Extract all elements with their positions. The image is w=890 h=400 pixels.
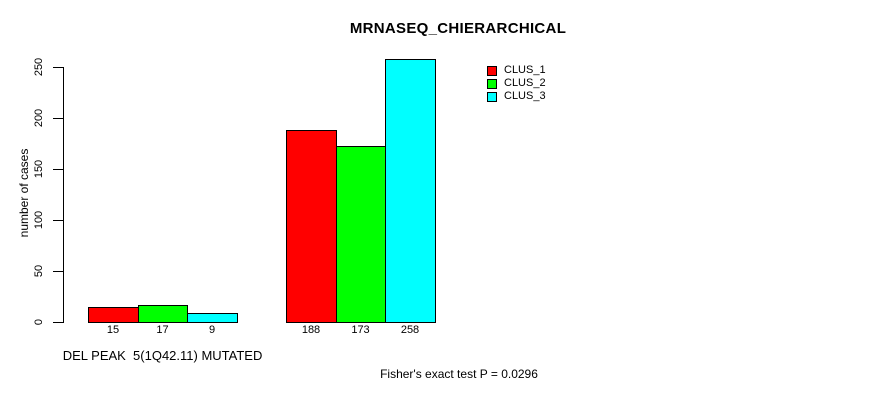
bar-value-label: 9: [208, 324, 216, 336]
legend-item: CLUS_2: [487, 77, 546, 90]
y-axis-tick: [53, 322, 63, 323]
legend-swatch-clus_3: [487, 91, 497, 102]
y-tick-label: 100: [33, 210, 45, 230]
legend-label: CLUS_3: [504, 90, 546, 102]
y-axis-tick: [53, 220, 63, 221]
footnote-fishers-test: Fisher's exact test P = 0.0296: [380, 367, 538, 381]
legend-swatch-clus_2: [487, 78, 497, 89]
y-axis-tick: [53, 169, 63, 170]
bar-value-label: 17: [156, 324, 169, 336]
legend-label: CLUS_2: [504, 77, 546, 89]
bar-value-label: 188: [301, 324, 321, 336]
bar-value-label: 258: [400, 324, 420, 336]
y-tick-label: 50: [33, 264, 45, 278]
y-axis-tick: [53, 118, 63, 119]
y-axis-tick: [53, 271, 63, 272]
bar-clus_2: [336, 146, 386, 323]
y-tick-label: 150: [33, 159, 45, 179]
y-axis-line: [63, 67, 64, 323]
y-tick-label: 0: [33, 318, 45, 326]
y-tick-label: 200: [33, 108, 45, 128]
legend: CLUS_1 CLUS_2 CLUS_3: [487, 64, 546, 103]
bar-clus_1: [286, 130, 337, 323]
y-tick-label: 250: [33, 57, 45, 77]
bar-value-label: 15: [106, 324, 120, 336]
legend-item: CLUS_3: [487, 90, 546, 103]
bar-clus_3: [385, 59, 436, 323]
bar-value-label: 173: [351, 324, 370, 336]
chart-title: MRNASEQ_CHIERARCHICAL: [349, 20, 567, 37]
bar-clus_3: [187, 313, 238, 323]
bar-clus_2: [138, 305, 188, 323]
x-group-label: DEL PEAK 5(1Q42.11) MUTATED: [62, 348, 263, 363]
legend-swatch-clus_1: [487, 65, 497, 76]
y-axis-tick: [53, 67, 63, 68]
legend-label: CLUS_1: [504, 64, 546, 76]
legend-item: CLUS_1: [487, 64, 546, 77]
bar-clus_1: [88, 307, 139, 323]
